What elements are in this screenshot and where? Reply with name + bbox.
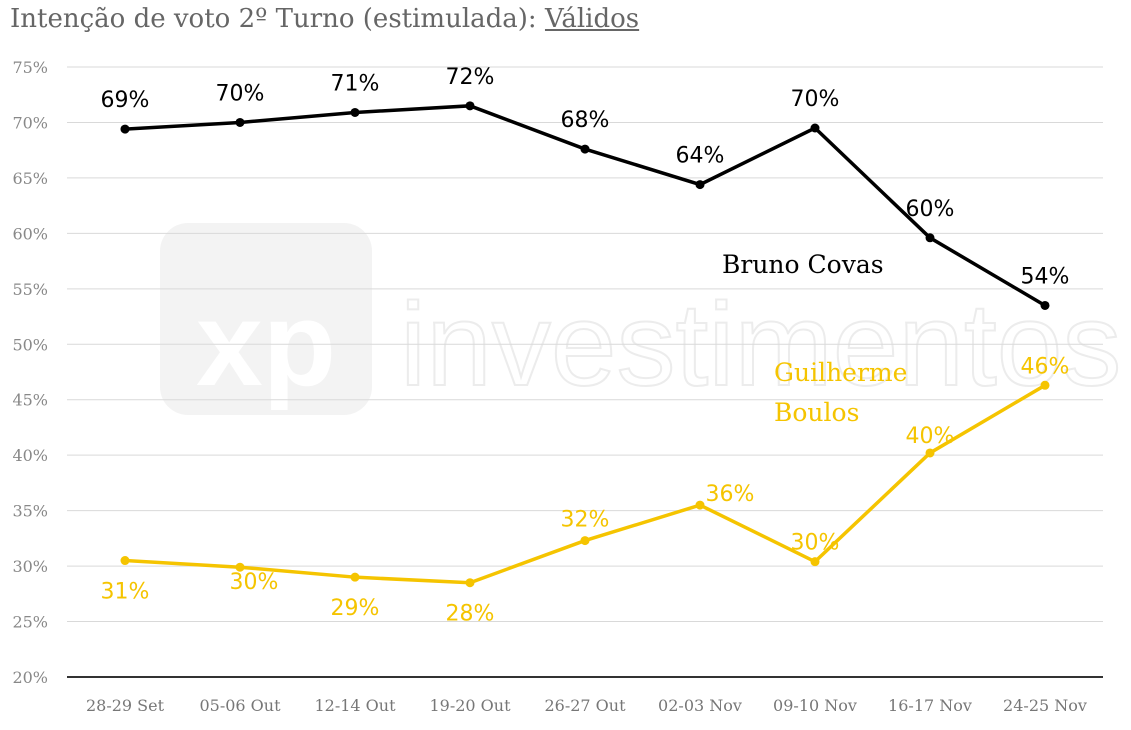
data-label: 64%: [676, 144, 725, 169]
data-point: [695, 500, 705, 510]
data-label: 31%: [101, 580, 150, 605]
x-tick-label: 05-06 Out: [199, 696, 281, 715]
x-tick-label: 19-20 Out: [429, 696, 511, 715]
title-text: Intenção de voto 2º Turno (estimulada):: [10, 4, 545, 34]
data-point: [120, 124, 130, 134]
y-tick-label: 60%: [12, 224, 48, 243]
data-point: [1040, 380, 1050, 390]
series-label-boulos: Guilherme: [774, 358, 907, 387]
data-point: [810, 557, 820, 567]
y-tick-label: 65%: [12, 169, 48, 188]
y-tick-label: 70%: [12, 113, 48, 132]
data-label: 60%: [906, 197, 955, 222]
x-tick-label: 26-27 Out: [544, 696, 626, 715]
y-tick-label: 50%: [12, 335, 48, 354]
x-tick-label: 12-14 Out: [314, 696, 396, 715]
y-tick-label: 55%: [12, 280, 48, 299]
y-tick-label: 25%: [12, 613, 48, 632]
y-tick-label: 20%: [12, 668, 48, 687]
title-underlined: Válidos: [544, 4, 640, 34]
y-tick-label: 45%: [12, 391, 48, 410]
data-label: 46%: [1021, 354, 1070, 379]
data-label: 29%: [331, 596, 380, 621]
data-point: [350, 572, 360, 582]
data-point: [120, 556, 130, 566]
y-tick-label: 35%: [12, 502, 48, 521]
x-tick-label: 16-17 Nov: [888, 696, 972, 715]
data-label: 72%: [446, 65, 495, 90]
data-point: [580, 144, 590, 154]
chart-title: Intenção de voto 2º Turno (estimulada): …: [10, 4, 639, 34]
data-label: 71%: [331, 71, 380, 96]
y-tick-label: 75%: [12, 58, 48, 77]
y-tick-label: 40%: [12, 446, 48, 465]
x-tick-label: 09-10 Nov: [773, 696, 857, 715]
data-point: [1040, 300, 1050, 310]
data-label: 36%: [706, 482, 755, 507]
watermark-text: investimentos: [400, 279, 1121, 411]
data-point: [465, 578, 475, 588]
data-label: 54%: [1021, 264, 1070, 289]
data-label: 30%: [230, 570, 279, 595]
data-point: [810, 123, 820, 133]
data-label: 68%: [561, 108, 610, 133]
series-label-boulos: Boulos: [774, 398, 859, 427]
x-tick-label: 02-03 Nov: [658, 696, 742, 715]
data-label: 70%: [791, 87, 840, 112]
data-point: [235, 562, 245, 572]
data-label: 40%: [906, 424, 955, 449]
x-tick-label: 24-25 Nov: [1003, 696, 1087, 715]
data-point: [925, 448, 935, 458]
data-point: [580, 536, 590, 546]
data-point: [695, 180, 705, 190]
data-point: [235, 117, 245, 127]
data-point: [350, 107, 360, 117]
series-label-covas: Bruno Covas: [722, 250, 884, 279]
data-point: [465, 101, 475, 111]
x-tick-label: 28-29 Set: [86, 696, 165, 715]
data-label: 69%: [101, 88, 150, 113]
data-label: 30%: [791, 531, 840, 556]
y-tick-label: 30%: [12, 557, 48, 576]
data-point: [925, 233, 935, 243]
data-label: 70%: [216, 81, 265, 106]
watermark-logo-box: [160, 223, 372, 415]
data-label: 32%: [561, 508, 610, 533]
data-label: 28%: [446, 602, 495, 627]
